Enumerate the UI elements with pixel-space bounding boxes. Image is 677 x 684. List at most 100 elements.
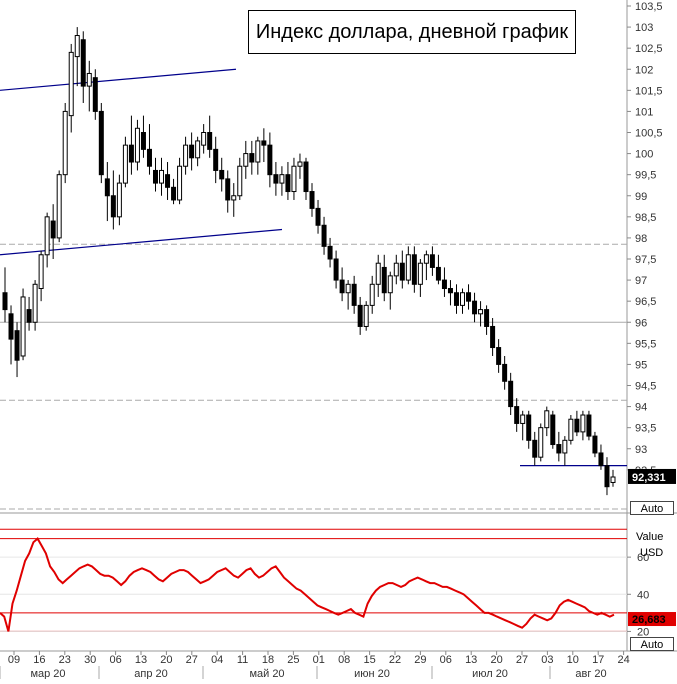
y-tick-label: 99 — [635, 191, 647, 203]
candle-body — [435, 266, 441, 281]
x-tick-label: 29 — [414, 654, 426, 666]
x-tick-label: 01 — [313, 654, 325, 666]
x-tick-label: 08 — [338, 654, 350, 666]
candle-body — [441, 279, 447, 290]
y-tick-label: 101,5 — [635, 85, 663, 97]
candle-body — [98, 110, 104, 176]
candle-body — [50, 220, 56, 239]
candle-body — [592, 435, 598, 454]
candle-body — [134, 127, 140, 163]
trendline-lower — [0, 228, 283, 256]
candle-body — [201, 132, 207, 146]
x-tick-label: 16 — [33, 654, 45, 666]
candle-body — [62, 110, 68, 176]
candle-body — [478, 309, 484, 315]
candle-body — [20, 296, 26, 357]
y-tick-label: 102 — [635, 64, 653, 76]
candle-body — [610, 476, 616, 483]
candle-body — [496, 347, 502, 365]
auto-scale-button-indicator[interactable]: Auto — [630, 637, 674, 651]
x-tick-label: 25 — [287, 654, 299, 666]
indicator-last-label: 26,683 — [632, 614, 666, 626]
candle-body — [159, 169, 165, 184]
x-tick-label: 24 — [617, 654, 629, 666]
x-tick-label: 06 — [440, 654, 452, 666]
candle-body — [243, 153, 249, 167]
y-tick-label: 102,5 — [635, 43, 663, 55]
candle-body — [502, 363, 508, 382]
x-tick-label: 17 — [592, 654, 604, 666]
month-label: мар 20 — [30, 668, 65, 679]
candle-body — [309, 191, 315, 209]
candle-body — [538, 427, 544, 458]
candle-body — [381, 266, 387, 294]
candle-body — [604, 465, 610, 488]
month-label: апр 20 — [134, 668, 167, 679]
candle-body — [562, 439, 568, 454]
candle-body — [333, 258, 339, 281]
candle-body — [387, 275, 393, 294]
y-tick-label: 98,5 — [635, 212, 656, 224]
candle-body — [146, 148, 152, 167]
candle-body — [423, 254, 429, 264]
candle-body — [68, 51, 74, 117]
x-tick-label: 27 — [516, 654, 528, 666]
candle-body — [171, 186, 177, 201]
candle-body — [345, 283, 351, 294]
candle-body — [285, 174, 291, 193]
candle-body — [128, 144, 134, 163]
candle-body — [26, 309, 32, 323]
candle-body — [74, 35, 80, 58]
y-tick-label: 95 — [635, 359, 647, 371]
x-tick-label: 04 — [211, 654, 223, 666]
candle-body — [339, 279, 345, 294]
x-tick-label: 23 — [59, 654, 71, 666]
candle-body — [8, 313, 14, 340]
candle-body — [56, 174, 62, 239]
chart-title: Индекс доллара, дневной график — [248, 10, 576, 54]
candle-body — [520, 414, 526, 424]
candle-body — [411, 254, 417, 285]
candle-body — [447, 288, 453, 294]
x-tick-label: 18 — [262, 654, 274, 666]
candle-body — [177, 165, 183, 201]
trendline-upper — [0, 68, 237, 91]
indicator-tick-label: 40 — [637, 589, 649, 601]
indicator-tick-label: 60 — [637, 552, 649, 564]
last-price-label: 92,331 — [632, 472, 666, 484]
x-tick-label: 20 — [160, 654, 172, 666]
candle-body — [110, 195, 116, 218]
x-tick-label: 20 — [490, 654, 502, 666]
month-label: июл 20 — [472, 668, 508, 679]
candle-body — [195, 140, 201, 159]
candle-body — [580, 414, 586, 433]
auto-scale-button-main[interactable]: Auto — [630, 501, 674, 515]
candle-body — [327, 245, 333, 260]
candle-body — [189, 144, 195, 159]
y-tick-label: 95,5 — [635, 338, 656, 350]
candle-body — [80, 39, 86, 87]
y-tick-label: 94,5 — [635, 381, 656, 393]
x-tick-label: 10 — [567, 654, 579, 666]
x-tick-label: 13 — [135, 654, 147, 666]
candle-body — [466, 292, 472, 302]
candle-body — [321, 224, 327, 247]
y-tick-label: 103 — [635, 22, 653, 34]
candle-body — [219, 169, 225, 180]
candle-body — [225, 178, 231, 201]
x-tick-label: 06 — [109, 654, 121, 666]
candle-body — [116, 182, 122, 218]
candle-body — [556, 444, 562, 454]
candle-body — [550, 414, 556, 446]
last-price-tag — [628, 468, 676, 484]
x-tick-label: 30 — [84, 654, 96, 666]
month-label: авг 20 — [575, 668, 606, 679]
indicator-tick-label: 20 — [637, 626, 649, 638]
candle-body — [544, 410, 550, 429]
candle-body — [453, 292, 459, 306]
candle-body — [207, 132, 213, 150]
y-tick-label: 96,5 — [635, 296, 656, 308]
y-tick-label: 100,5 — [635, 128, 663, 140]
